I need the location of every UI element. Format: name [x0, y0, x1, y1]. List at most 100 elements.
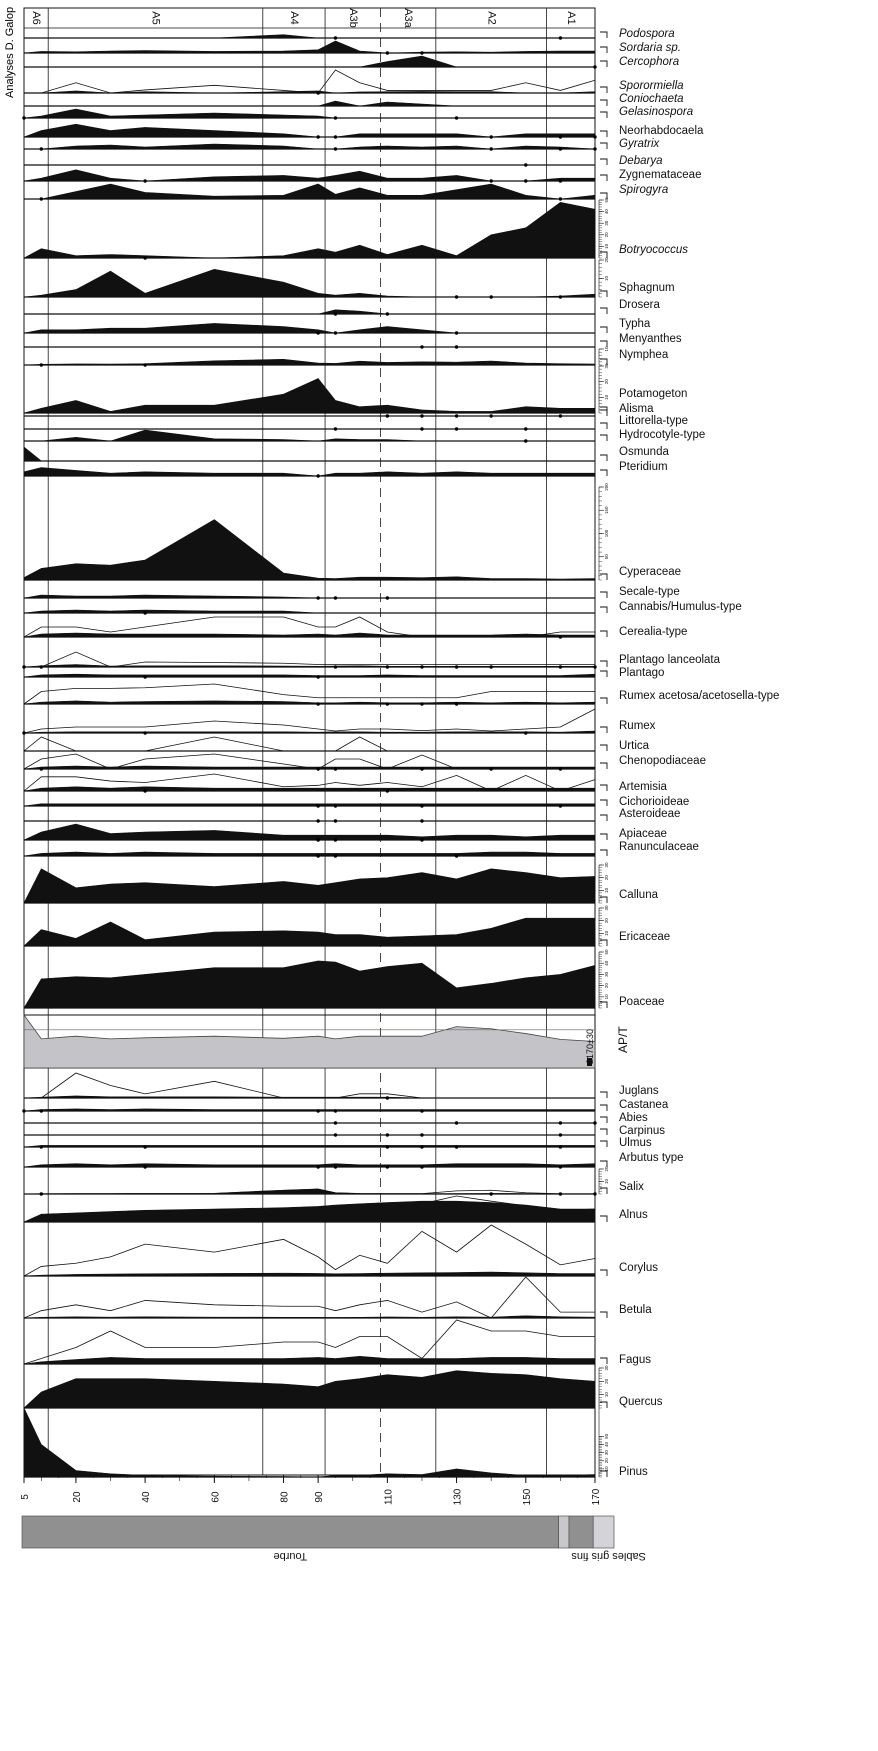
- taxon-label: Ericaceae: [619, 931, 670, 943]
- scale-marker: [600, 340, 608, 347]
- presence-dot: [558, 147, 563, 151]
- presence-dot: [316, 1165, 320, 1169]
- presence-dot: [22, 1109, 26, 1113]
- presence-dot: [454, 331, 459, 335]
- presence-dot: [558, 635, 563, 639]
- taxon-curve: [23, 1200, 596, 1223]
- presence-dot: [39, 1145, 44, 1149]
- taxon-track-zygnemataceae: Zygnemataceae: [23, 169, 701, 183]
- taxon-label: Pinus: [619, 1466, 648, 1478]
- zone-label-a3a: A3a: [402, 8, 414, 28]
- scale-label: 30: [604, 862, 609, 868]
- scale-marker: [600, 409, 608, 416]
- presence-dot: [420, 665, 424, 669]
- taxon-track-littorella-type: Littorella-type: [24, 415, 688, 431]
- scale-marker: [600, 1357, 608, 1364]
- presence-dot: [524, 427, 528, 431]
- scale-marker: [600, 697, 608, 704]
- scale-label: 20: [604, 1378, 609, 1384]
- scale-label: 30: [604, 1450, 609, 1456]
- taxon-label: Arbutus type: [619, 1152, 684, 1164]
- x-tick-label: 5: [20, 1494, 31, 1500]
- taxon-curve: [24, 309, 595, 315]
- scale-marker: [600, 307, 608, 314]
- taxon-track-gyratrix: Gyratrix: [24, 138, 661, 151]
- presence-dot: [333, 1121, 338, 1125]
- taxon-curve: [23, 169, 596, 182]
- presence-dot: [593, 665, 597, 669]
- taxon-curve: [24, 183, 596, 200]
- taxon-exaggeration-curve: [23, 773, 596, 792]
- presence-dot: [316, 767, 320, 771]
- lithology-bar: Tourbe Sables gris fins: [21, 1515, 646, 1562]
- taxon-track-secale-type: Secale-type: [23, 586, 680, 600]
- taxon-curve: [23, 378, 596, 414]
- scale-label: 10: [604, 994, 609, 1000]
- presence-dot: [489, 1192, 493, 1196]
- scale-marker: [600, 784, 608, 791]
- taxon-track-juglans: Juglans: [23, 1072, 659, 1100]
- taxon-track-salix: 10 20 Salix: [23, 1166, 644, 1196]
- taxon-track-betula: Betula: [23, 1276, 652, 1319]
- taxon-label: Neorhabdocaela: [619, 125, 704, 137]
- taxon-track-drosera: Drosera: [24, 299, 661, 316]
- taxon-track-cercophora: Cercophora: [24, 55, 679, 69]
- presence-dot: [420, 767, 424, 771]
- presence-dot: [143, 731, 147, 735]
- presence-dot: [454, 427, 459, 431]
- presence-dot: [420, 838, 424, 842]
- presence-dot: [333, 1133, 338, 1137]
- taxon-label: Apiaceae: [619, 828, 667, 840]
- presence-dot: [420, 702, 424, 706]
- scale-label: 200: [604, 483, 609, 491]
- diagram-frame: [23, 7, 596, 1476]
- presence-dot: [489, 147, 493, 151]
- zone-label-a4: A4: [288, 11, 300, 24]
- taxon-curve: [23, 1355, 596, 1365]
- taxon-curve: [23, 108, 595, 119]
- presence-dot: [558, 767, 563, 771]
- zone-label-a3b: A3b: [347, 8, 359, 28]
- presence-dot: [39, 363, 44, 367]
- taxon-track-ulmus: Ulmus: [23, 1137, 652, 1149]
- scale-label: 10: [604, 1179, 609, 1185]
- presence-dot: [558, 295, 563, 299]
- taxon-curve: [23, 673, 596, 678]
- taxon-track-fagus: Fagus: [23, 1319, 651, 1366]
- presence-dot: [420, 1133, 424, 1137]
- presence-dot: [316, 1109, 320, 1113]
- presence-dot: [593, 65, 597, 69]
- presence-dot: [385, 1096, 390, 1100]
- taxon-track-apiaceae: Apiaceae: [23, 823, 667, 842]
- taxon-track-hydrocotyle-type: Hydrocotyle-type: [24, 429, 705, 443]
- lithology-segment: [568, 1515, 594, 1549]
- presence-dot: [558, 179, 563, 183]
- presence-dot: [316, 135, 320, 139]
- taxon-label: Cerealia-type: [619, 626, 687, 638]
- taxon-track-quercus: 10 20 30 Quercus: [23, 1365, 663, 1409]
- scale-marker: [600, 469, 608, 476]
- scale-label: 10: [604, 930, 609, 936]
- taxon-track-botryococcus: 10 20 30 40 50 Botryococcus: [23, 197, 688, 260]
- presence-dot: [420, 51, 424, 55]
- taxon-label: Littorella-type: [619, 415, 688, 427]
- taxon-track-cyperaceae: 50 100 150 200 Cyperaceae: [23, 483, 681, 581]
- scale-label: 50: [604, 949, 609, 955]
- presence-dot: [22, 665, 26, 669]
- scale-label: 10: [604, 394, 609, 400]
- presence-dot: [333, 838, 338, 842]
- taxon-label: Ranunculaceae: [619, 841, 699, 853]
- presence-dot: [385, 1145, 390, 1149]
- taxon-track-asteroideae: Asteroideae: [24, 808, 680, 823]
- scale-marker: [600, 896, 608, 903]
- presence-dot: [385, 312, 390, 316]
- scale-marker: [600, 660, 608, 667]
- taxon-curve: [23, 519, 596, 581]
- x-tick-label: 90: [314, 1491, 325, 1503]
- presence-dot: [454, 295, 459, 299]
- taxon-curve: [23, 632, 596, 638]
- presence-dot: [143, 611, 147, 615]
- scale-marker: [600, 290, 608, 297]
- taxon-track-corylus: Corylus: [23, 1224, 658, 1277]
- presence-dot: [558, 36, 563, 40]
